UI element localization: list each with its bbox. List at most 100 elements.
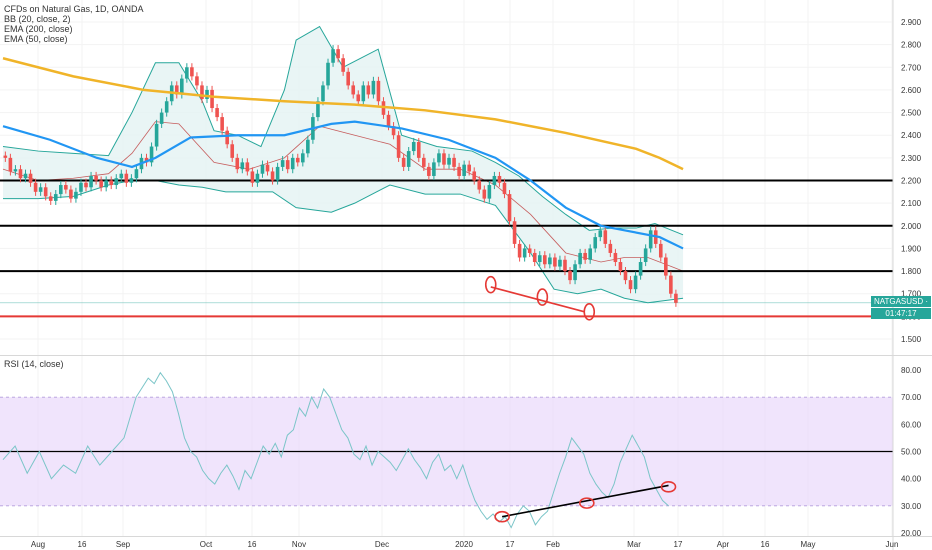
candle-body[interactable] [114, 178, 119, 186]
candle-body[interactable] [240, 162, 245, 170]
candle-body[interactable] [376, 80, 381, 102]
candle-body[interactable] [89, 175, 93, 188]
candle-body[interactable] [356, 94, 361, 102]
candle-body[interactable] [432, 162, 436, 176]
candle-body[interactable] [53, 194, 58, 201]
candle-body[interactable] [154, 123, 159, 147]
candle-body[interactable] [512, 221, 517, 244]
candle-body[interactable] [633, 275, 638, 290]
candle-body[interactable] [205, 89, 209, 99]
candle-body[interactable] [285, 160, 290, 170]
candle-body[interactable] [84, 182, 88, 188]
rsi-highlight-ellipse[interactable] [660, 481, 677, 493]
candle-body[interactable] [578, 252, 582, 265]
candle-body[interactable] [371, 80, 376, 95]
candle-body[interactable] [265, 164, 270, 172]
candle-body[interactable] [295, 157, 300, 163]
rsi-trendline[interactable] [501, 484, 669, 518]
highlight-ellipse[interactable] [583, 303, 596, 321]
candle-body[interactable] [250, 171, 255, 183]
candle-body[interactable] [159, 112, 164, 124]
candle-body[interactable] [99, 180, 103, 188]
candle-body[interactable] [134, 169, 139, 179]
candle-body[interactable] [301, 153, 305, 163]
candle-body[interactable] [164, 101, 169, 113]
candle-body[interactable] [406, 151, 411, 167]
candle-body[interactable] [215, 108, 219, 118]
candle-body[interactable] [669, 275, 673, 294]
candle-body[interactable] [200, 85, 204, 99]
candle-body[interactable] [48, 196, 53, 201]
candle-body[interactable] [568, 271, 572, 281]
candle-body[interactable] [477, 180, 482, 190]
candle-body[interactable] [482, 189, 487, 199]
candle-body[interactable] [427, 166, 431, 176]
candle-body[interactable] [396, 135, 401, 158]
candle-body[interactable] [225, 130, 229, 145]
candle-body[interactable] [447, 157, 451, 165]
candle-body[interactable] [553, 257, 557, 267]
candle-body[interactable] [23, 173, 28, 179]
candle-body[interactable] [59, 185, 63, 195]
candle-body[interactable] [532, 252, 537, 263]
candle-body[interactable] [366, 85, 371, 95]
candle-body[interactable] [3, 155, 8, 158]
candle-body[interactable] [351, 85, 356, 95]
candle-body[interactable] [674, 293, 678, 303]
candle-body[interactable] [416, 142, 421, 158]
candle-body[interactable] [79, 182, 83, 192]
candle-body[interactable] [331, 49, 335, 63]
candle-body[interactable] [109, 180, 114, 186]
price-pane[interactable] [0, 25, 893, 321]
rsi-pane[interactable] [0, 371, 893, 529]
candle-body[interactable] [326, 62, 330, 86]
candle-body[interactable] [321, 85, 325, 102]
candle-body[interactable] [527, 248, 532, 253]
candle-body[interactable] [64, 185, 68, 190]
candle-body[interactable] [391, 126, 396, 136]
highlight-ellipse[interactable] [536, 288, 549, 306]
candle-body[interactable] [563, 259, 567, 272]
candle-body[interactable] [94, 175, 98, 181]
candle-body[interactable] [422, 157, 426, 167]
candle-body[interactable] [537, 255, 542, 263]
candle-body[interactable] [180, 78, 184, 95]
candle-body[interactable] [502, 182, 507, 195]
rsi-highlight-ellipse[interactable] [494, 510, 510, 523]
candle-body[interactable] [69, 189, 73, 199]
candle-body[interactable] [220, 117, 224, 131]
candle-body[interactable] [543, 255, 547, 265]
rsi-highlight-ellipse[interactable] [579, 497, 595, 509]
highlight-ellipse[interactable] [484, 275, 497, 294]
candle-body[interactable] [401, 157, 406, 167]
candle-body[interactable] [608, 243, 613, 253]
candle-body[interactable] [149, 146, 154, 163]
candle-body[interactable] [487, 185, 492, 199]
candle-body[interactable] [210, 89, 214, 109]
candle-body[interactable] [643, 248, 648, 263]
candle-body[interactable] [275, 166, 280, 181]
candle-body[interactable] [618, 262, 623, 272]
candle-body[interactable] [437, 153, 441, 163]
candle-body[interactable] [573, 264, 577, 281]
candle-body[interactable] [598, 230, 603, 238]
candle-body[interactable] [457, 166, 461, 176]
candle-body[interactable] [664, 257, 668, 276]
candle-body[interactable] [28, 173, 33, 183]
candle-body[interactable] [185, 67, 189, 79]
candle-body[interactable] [467, 164, 471, 172]
candle-body[interactable] [593, 237, 598, 249]
candle-body[interactable] [190, 67, 194, 77]
candle-body[interactable] [129, 178, 134, 183]
candle-body[interactable] [346, 71, 350, 86]
candle-body[interactable] [517, 243, 522, 258]
candle-body[interactable] [260, 164, 265, 174]
candle-body[interactable] [558, 259, 562, 267]
candle-body[interactable] [462, 164, 466, 176]
candle-body[interactable] [270, 171, 275, 181]
candle-body[interactable] [341, 58, 345, 72]
candle-body[interactable] [497, 175, 502, 183]
candle-body[interactable] [306, 139, 310, 154]
candle-body[interactable] [336, 49, 340, 59]
